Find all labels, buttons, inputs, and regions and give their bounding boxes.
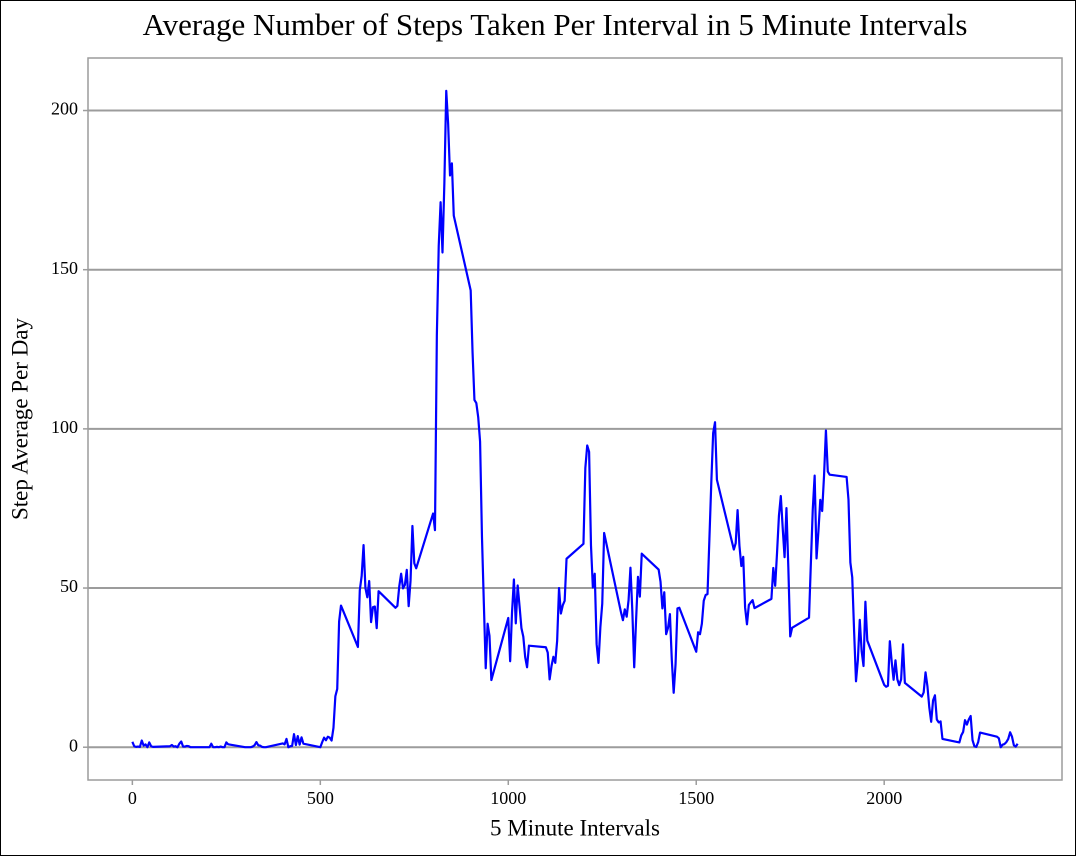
x-tick-label: 1000 xyxy=(490,788,526,808)
y-tick-label: 200 xyxy=(51,99,78,119)
data-line xyxy=(131,89,1019,749)
chart-title: Average Number of Steps Taken Per Interv… xyxy=(143,7,968,42)
plot-marks xyxy=(131,89,1019,749)
x-tick-label: 0 xyxy=(128,788,137,808)
x-tick-label: 1500 xyxy=(678,788,714,808)
panel-border xyxy=(87,57,1063,781)
x-tick-label: 2000 xyxy=(866,788,902,808)
y-tick-label: 0 xyxy=(69,735,78,755)
x-axis-label: 5 Minute Intervals xyxy=(490,815,660,840)
y-tick-label: 100 xyxy=(51,417,78,437)
y-axis-label: Step Average Per Day xyxy=(7,317,32,520)
y-tick-label: 50 xyxy=(60,576,78,596)
x-tick-label: 500 xyxy=(307,788,334,808)
y-tick-label: 150 xyxy=(51,258,78,278)
